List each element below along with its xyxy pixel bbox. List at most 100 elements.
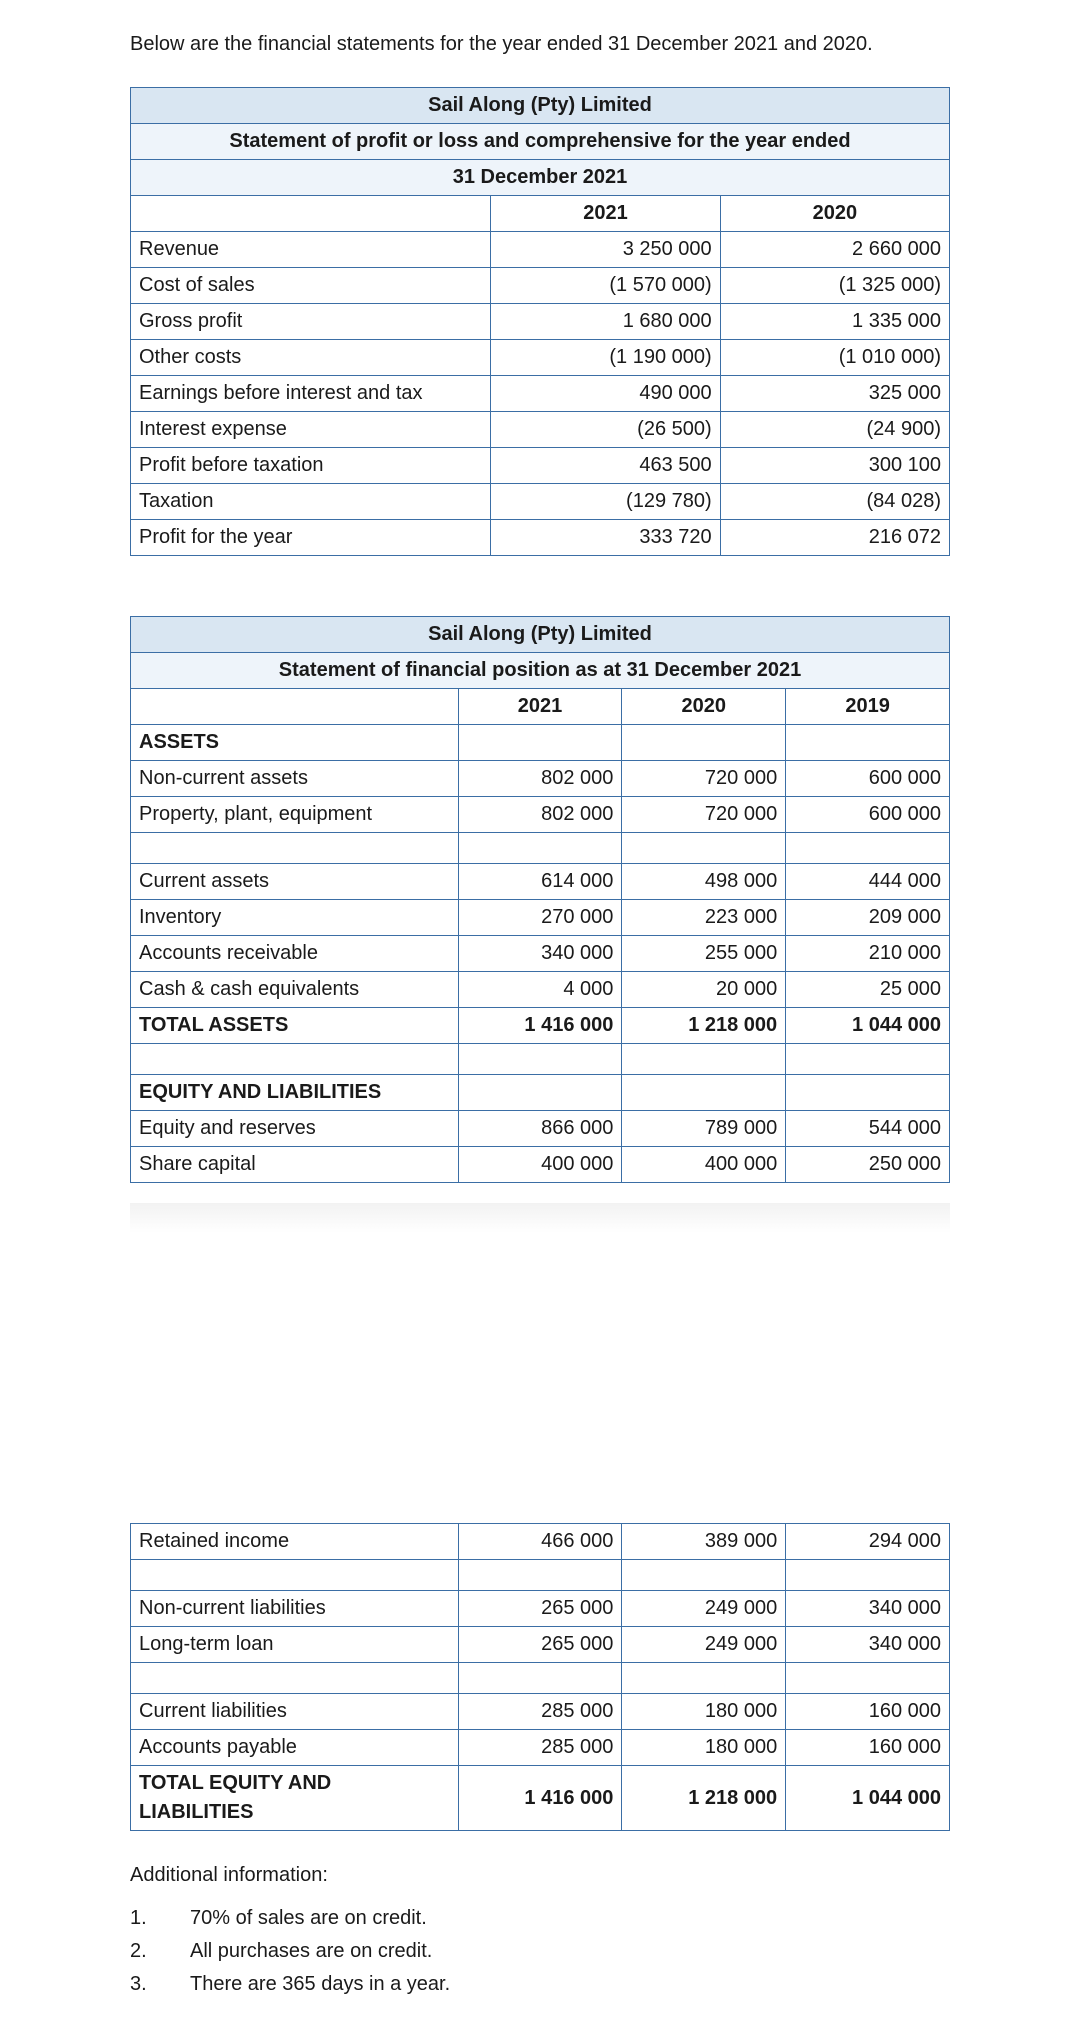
row-val-c: 444 000 — [786, 864, 950, 900]
row-label: Revenue — [131, 232, 491, 268]
row-val-c: 294 000 — [786, 1524, 950, 1560]
t2-col-2019: 2019 — [786, 689, 950, 725]
t2-blank-hdr — [131, 689, 459, 725]
row-label: Cost of sales — [131, 268, 491, 304]
row-val-a: 463 500 — [491, 448, 720, 484]
row-val-a: 1 416 000 — [458, 1766, 622, 1831]
row-val-b: 720 000 — [622, 797, 786, 833]
row-val-b: 389 000 — [622, 1524, 786, 1560]
row-val-a: 270 000 — [458, 900, 622, 936]
row-val-b: (24 900) — [720, 412, 949, 448]
row-label: Earnings before interest and tax — [131, 376, 491, 412]
row-val-b: 400 000 — [622, 1147, 786, 1183]
row-label: Equity and reserves — [131, 1111, 459, 1147]
row-label: Property, plant, equipment — [131, 797, 459, 833]
list-item-number: 3. — [130, 1970, 190, 1999]
row-val-c: 210 000 — [786, 936, 950, 972]
row-val-b: 1 335 000 — [720, 304, 949, 340]
table-row: Current liabilities285 000180 000160 000 — [131, 1694, 950, 1730]
row-val-a: (1 570 000) — [491, 268, 720, 304]
table-row: Share capital400 000400 000250 000 — [131, 1147, 950, 1183]
table-row: Retained income466 000389 000294 000 — [131, 1524, 950, 1560]
t1-stmt1: Statement of profit or loss and comprehe… — [131, 124, 950, 160]
row-label: Long-term loan — [131, 1627, 459, 1663]
t1-company: Sail Along (Pty) Limited — [131, 88, 950, 124]
row-label: Other costs — [131, 340, 491, 376]
row-val-b: 325 000 — [720, 376, 949, 412]
row-val-c: 209 000 — [786, 900, 950, 936]
row-val-c: 1 044 000 — [786, 1008, 950, 1044]
row-val-b: 180 000 — [622, 1694, 786, 1730]
row-val-b: (1 325 000) — [720, 268, 949, 304]
t1-stmt2: 31 December 2021 — [131, 160, 950, 196]
row-val-a: 3 250 000 — [491, 232, 720, 268]
table-row: Interest expense(26 500)(24 900) — [131, 412, 950, 448]
t1-blank-hdr — [131, 196, 491, 232]
row-val-c: 544 000 — [786, 1111, 950, 1147]
t2-col-2020: 2020 — [622, 689, 786, 725]
row-val-a: 265 000 — [458, 1627, 622, 1663]
row-label: Profit for the year — [131, 520, 491, 556]
row-val-a: (26 500) — [491, 412, 720, 448]
row-val-a: 802 000 — [458, 797, 622, 833]
list-item-number: 2. — [130, 1937, 190, 1966]
row-val-b: 300 100 — [720, 448, 949, 484]
t1-col-2021: 2021 — [491, 196, 720, 232]
intro-text: Below are the financial statements for t… — [130, 30, 950, 59]
table-row: Accounts payable285 000180 000160 000 — [131, 1730, 950, 1766]
row-label: Retained income — [131, 1524, 459, 1560]
table-row: Profit for the year333 720216 072 — [131, 520, 950, 556]
row-label: Share capital — [131, 1147, 459, 1183]
row-val-c: 160 000 — [786, 1730, 950, 1766]
row-label: Cash & cash equivalents — [131, 972, 459, 1008]
financial-position-cont-table: Retained income466 000389 000294 000 Non… — [130, 1523, 950, 1831]
row-val-b: 249 000 — [622, 1627, 786, 1663]
table-row: Cost of sales(1 570 000)(1 325 000) — [131, 268, 950, 304]
row-val-b: 2 660 000 — [720, 232, 949, 268]
row-label: Current assets — [131, 864, 459, 900]
table-row: Earnings before interest and tax490 0003… — [131, 376, 950, 412]
row-label: Gross profit — [131, 304, 491, 340]
row-label: Profit before taxation — [131, 448, 491, 484]
row-val-b: 1 218 000 — [622, 1766, 786, 1831]
table-row: Property, plant, equipment802 000720 000… — [131, 797, 950, 833]
list-item: 1.70% of sales are on credit. — [130, 1904, 950, 1933]
row-val-a: 340 000 — [458, 936, 622, 972]
row-val-a: 1 680 000 — [491, 304, 720, 340]
table-row: Accounts receivable340 000255 000210 000 — [131, 936, 950, 972]
row-label: Non-current liabilities — [131, 1591, 459, 1627]
list-item-text: 70% of sales are on credit. — [190, 1904, 427, 1933]
row-val-a: 866 000 — [458, 1111, 622, 1147]
row-val-a: 285 000 — [458, 1694, 622, 1730]
list-item-number: 1. — [130, 1904, 190, 1933]
t2-stmt: Statement of financial position as at 31… — [131, 653, 950, 689]
row-val-b: 255 000 — [622, 936, 786, 972]
row-label: TOTAL EQUITY AND LIABILITIES — [131, 1766, 459, 1831]
row-val-b: 498 000 — [622, 864, 786, 900]
row-val-c: 25 000 — [786, 972, 950, 1008]
row-label: Interest expense — [131, 412, 491, 448]
t1-col-2020: 2020 — [720, 196, 949, 232]
row-val-a: 285 000 — [458, 1730, 622, 1766]
row-label: Current liabilities — [131, 1694, 459, 1730]
table-row: TOTAL EQUITY AND LIABILITIES1 416 0001 2… — [131, 1766, 950, 1831]
row-val-c: 160 000 — [786, 1694, 950, 1730]
row-label: TOTAL ASSETS — [131, 1008, 459, 1044]
additional-list: 1.70% of sales are on credit.2.All purch… — [130, 1904, 950, 1999]
row-label: Accounts receivable — [131, 936, 459, 972]
table-row: Equity and reserves866 000789 000544 000 — [131, 1111, 950, 1147]
row-label: Inventory — [131, 900, 459, 936]
row-val-b: (1 010 000) — [720, 340, 949, 376]
row-val-c: 600 000 — [786, 761, 950, 797]
row-val-b: (84 028) — [720, 484, 949, 520]
row-val-c: 340 000 — [786, 1627, 950, 1663]
row-label: Accounts payable — [131, 1730, 459, 1766]
row-val-c: 1 044 000 — [786, 1766, 950, 1831]
t2-sec-eq: EQUITY AND LIABILITIES — [131, 1075, 459, 1111]
row-label: Non-current assets — [131, 761, 459, 797]
row-val-a: (129 780) — [491, 484, 720, 520]
table-row: TOTAL ASSETS1 416 0001 218 0001 044 000 — [131, 1008, 950, 1044]
row-val-b: 249 000 — [622, 1591, 786, 1627]
row-val-a: 802 000 — [458, 761, 622, 797]
row-val-c: 340 000 — [786, 1591, 950, 1627]
